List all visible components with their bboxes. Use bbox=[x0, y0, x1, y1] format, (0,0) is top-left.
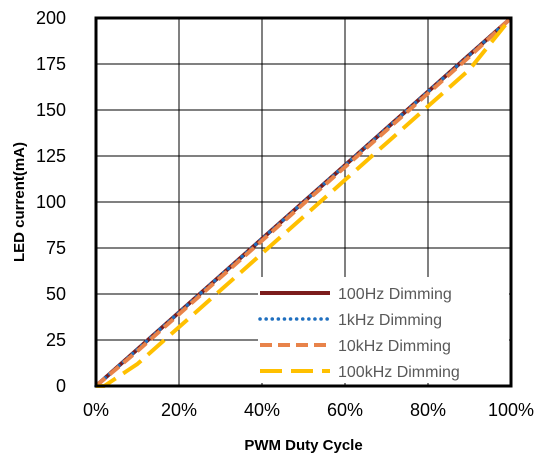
y-tick-label: 50 bbox=[46, 284, 66, 304]
legend-label: 10kHz Dimming bbox=[338, 338, 451, 355]
x-tick-label: 100% bbox=[488, 400, 534, 420]
series-line bbox=[96, 16, 513, 388]
legend: 100Hz Dimming 1kHz Dimming 10kHz Dimming 10… bbox=[258, 277, 509, 383]
legend-label: 100Hz Dimming bbox=[338, 286, 452, 303]
y-tick-label: 75 bbox=[46, 238, 66, 258]
series-line bbox=[94, 16, 513, 388]
x-axis-ticks: 0% 20% 40% 60% 80% 100% bbox=[83, 400, 534, 420]
plot-frame bbox=[94, 16, 513, 388]
y-tick-label: 150 bbox=[36, 100, 66, 120]
x-tick-label: 0% bbox=[83, 400, 109, 420]
y-tick-label: 25 bbox=[46, 330, 66, 350]
x-tick-label: 20% bbox=[161, 400, 197, 420]
x-tick-label: 60% bbox=[327, 400, 363, 420]
legend-label: 100kHz Dimming bbox=[338, 364, 460, 381]
y-tick-label: 0 bbox=[56, 376, 66, 396]
y-tick-label: 125 bbox=[36, 146, 66, 166]
y-tick-label: 100 bbox=[36, 192, 66, 212]
y-axis-title: LED current(mA) bbox=[11, 142, 28, 262]
y-tick-label: 200 bbox=[36, 8, 66, 28]
y-axis-ticks: 0 25 50 75 100 125 150 175 200 bbox=[36, 8, 66, 396]
legend-label: 1kHz Dimming bbox=[338, 312, 442, 329]
x-tick-label: 80% bbox=[410, 400, 446, 420]
x-axis-title: PWM Duty Cycle bbox=[244, 437, 362, 454]
y-tick-label: 175 bbox=[36, 54, 66, 74]
x-tick-label: 40% bbox=[244, 400, 280, 420]
series-lines bbox=[94, 16, 513, 388]
